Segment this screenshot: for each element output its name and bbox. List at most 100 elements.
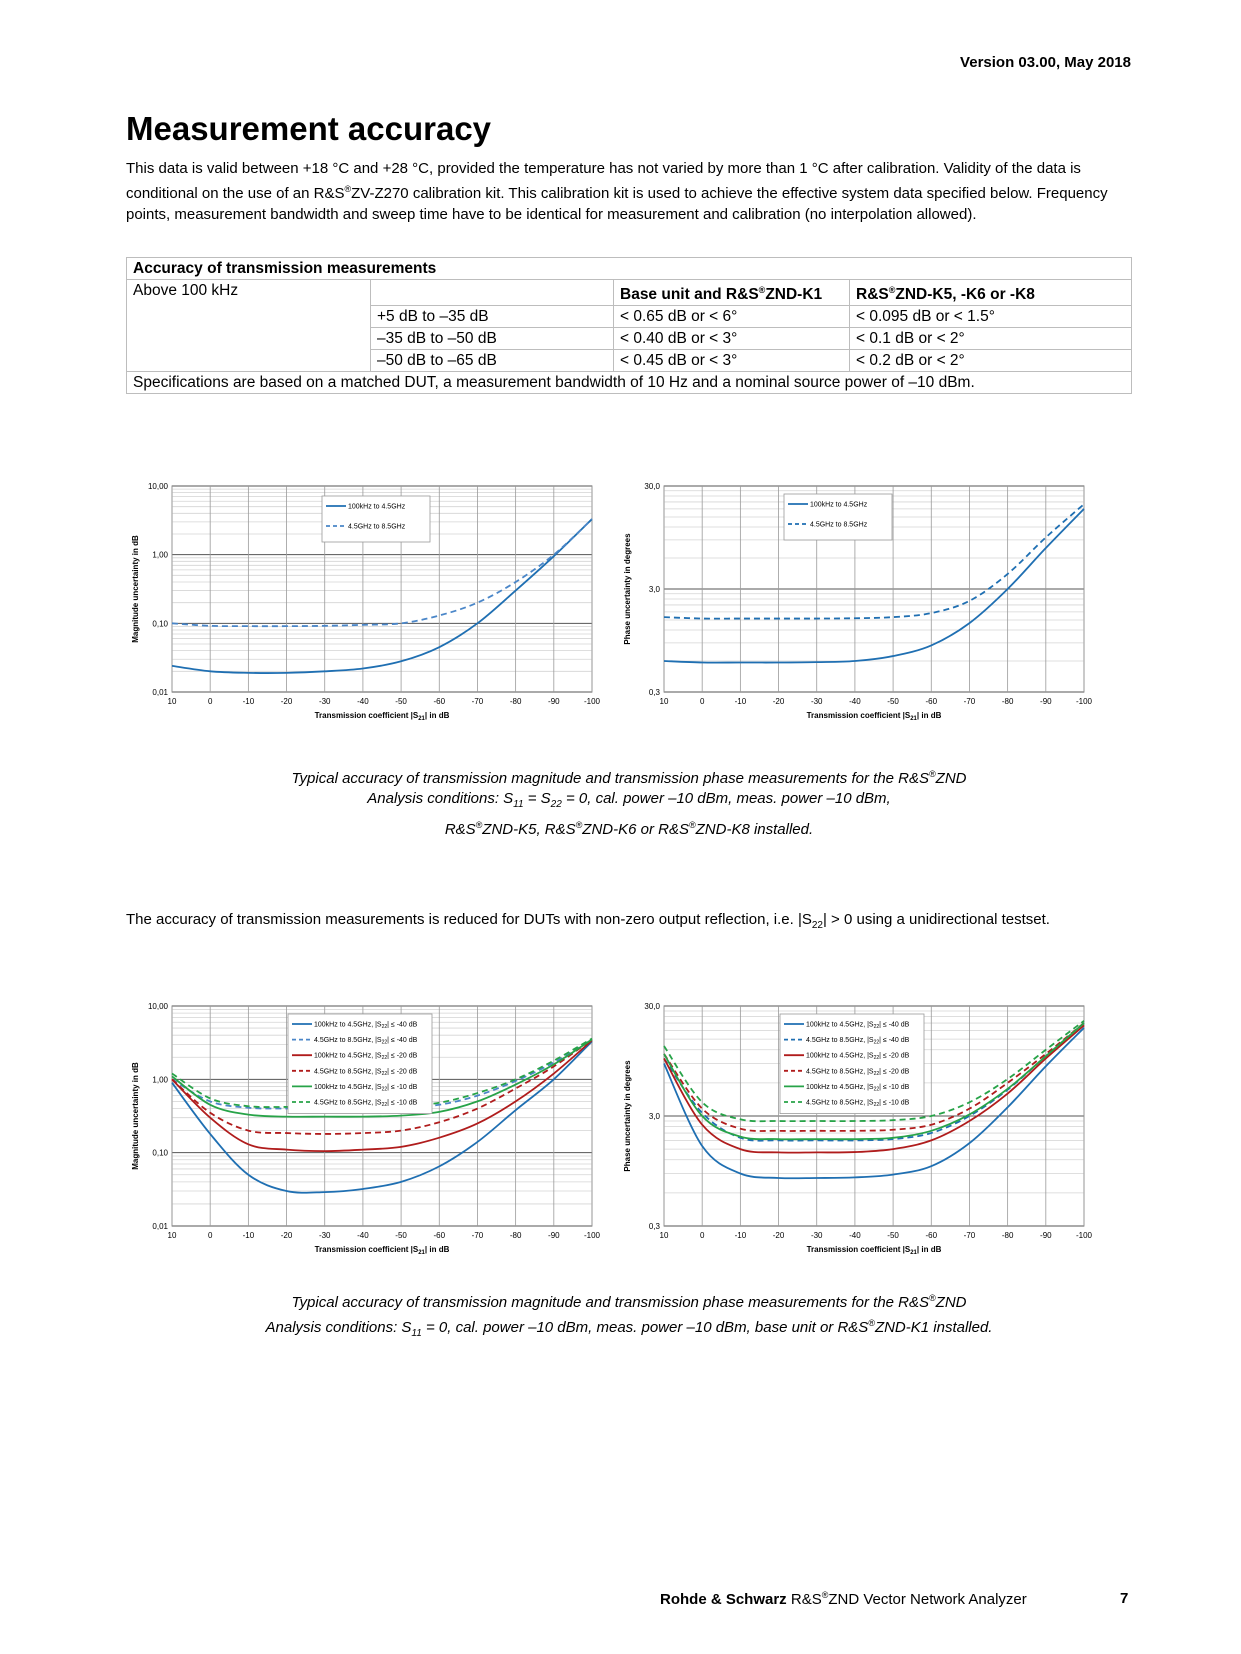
table-col-header: Base unit and R&S®ZND-K1 — [613, 278, 850, 307]
x-tick-label: -100 — [1076, 1231, 1093, 1240]
caption-2: Typical accuracy of transmission magnitu… — [265, 1293, 993, 1339]
table-cell — [370, 278, 614, 307]
x-axis-label: Transmission coefficient |S21| in dB — [807, 711, 942, 722]
y-tick-label: 0,10 — [152, 1149, 168, 1158]
x-tick-label: 0 — [700, 1231, 705, 1240]
series-line — [663, 1020, 1085, 1123]
x-tick-label: -10 — [735, 697, 747, 706]
table-cell: < 0.095 dB or < 1.5° — [849, 305, 1132, 329]
y-axis-label: Magnitude uncertainty in dB — [131, 1062, 140, 1170]
legend-label: 4.5GHz to 8.5GHz, |S22| ≤ -40 dB — [314, 1037, 418, 1046]
x-axis-label: Transmission coefficient |S21| in dB — [315, 1245, 450, 1256]
x-tick-label: 0 — [208, 697, 213, 706]
x-tick-label: -80 — [1002, 697, 1014, 706]
x-tick-label: -60 — [925, 1231, 937, 1240]
x-tick-label: 10 — [660, 1231, 669, 1240]
version-label: Version 03.00, May 2018 — [960, 54, 1131, 71]
legend-label: 100kHz to 4.5GHz — [348, 504, 406, 511]
table-col-header: R&S®ZND-K5, -K6 or -K8 — [849, 278, 1132, 307]
legend-label: 4.5GHz to 8.5GHz, |S22| ≤ -20 dB — [314, 1068, 418, 1077]
legend-label: 4.5GHz to 8.5GHz — [348, 524, 406, 531]
x-tick-label: -80 — [510, 1231, 522, 1240]
legend-label: 100kHz to 4.5GHz, |S22| ≤ -10 dB — [314, 1084, 418, 1093]
x-tick-label: -50 — [395, 697, 407, 706]
series-line — [663, 508, 1085, 664]
legend-box — [783, 493, 893, 541]
series-line — [663, 1022, 1085, 1141]
x-tick-label: -90 — [548, 1231, 560, 1240]
gridlines — [171, 485, 593, 693]
series-line — [171, 518, 593, 674]
series-lines — [663, 1020, 1085, 1180]
y-tick-label: 30,0 — [644, 1002, 660, 1011]
x-tick-label: -60 — [925, 697, 937, 706]
intro-paragraph: This data is valid between +18 °C and +2… — [126, 160, 1108, 223]
x-axis-label: Transmission coefficient |S21| in dB — [315, 711, 450, 722]
legend: 100kHz to 4.5GHz 4.5GHz to 8.5GHz — [321, 495, 431, 543]
table-cell: +5 dB to –35 dB — [370, 305, 614, 329]
series-line — [171, 518, 593, 628]
page-title: Measurement accuracy — [126, 110, 492, 147]
x-tick-label: -50 — [395, 1231, 407, 1240]
legend-box — [779, 1013, 925, 1114]
series-line — [171, 1037, 593, 1108]
gridlines — [171, 1005, 593, 1227]
y-axis-label: Phase uncertainty in degrees — [623, 533, 632, 645]
legend-label: 100kHz to 4.5GHz — [810, 502, 868, 509]
table-note: Specifications are based on a matched DU… — [126, 371, 1132, 395]
legend-label: 4.5GHz to 8.5GHz, |S22| ≤ -10 dB — [314, 1100, 418, 1109]
x-tick-label: -50 — [887, 697, 899, 706]
x-tick-label: -30 — [319, 697, 331, 706]
x-tick-label: -10 — [243, 697, 255, 706]
x-tick-label: -80 — [510, 697, 522, 706]
phase-chart-1: 30,0 3,0 0,310 0 -10 -20 -30 -40 -50 -60 -70 -80 -90… — [623, 482, 1093, 722]
x-tick-label: -20 — [773, 1231, 785, 1240]
y-tick-label: 0,3 — [649, 1222, 661, 1231]
x-tick-label: 0 — [208, 1231, 213, 1240]
x-tick-label: -10 — [243, 1231, 255, 1240]
table-cell: < 0.1 dB or < 2° — [849, 327, 1132, 351]
legend-label: 100kHz to 4.5GHz, |S22| ≤ -40 dB — [314, 1022, 418, 1031]
accuracy-table: Accuracy of transmission measurements Ab… — [126, 257, 1132, 395]
x-tick-label: -30 — [811, 697, 823, 706]
x-tick-label: -70 — [472, 697, 484, 706]
caption-1: Typical accuracy of transmission magnitu… — [291, 769, 967, 838]
legend-label: 4.5GHz to 8.5GHz, |S22| ≤ -10 dB — [806, 1100, 910, 1109]
page-number: 7 — [1120, 1590, 1129, 1607]
legend-label: 100kHz to 4.5GHz, |S22| ≤ -40 dB — [806, 1022, 910, 1031]
legend-label: 4.5GHz to 8.5GHz, |S22| ≤ -40 dB — [806, 1037, 910, 1046]
x-tick-label: -20 — [281, 1231, 293, 1240]
y-tick-label: 0,01 — [152, 1222, 168, 1231]
y-tick-label: 30,0 — [644, 482, 660, 491]
x-tick-label: -40 — [357, 697, 369, 706]
table-cell: < 0.65 dB or < 6° — [613, 305, 850, 329]
legend-label: 100kHz to 4.5GHz, |S22| ≤ -10 dB — [806, 1084, 910, 1093]
x-tick-label: -100 — [584, 1231, 601, 1240]
x-tick-label: -50 — [887, 1231, 899, 1240]
legend: 100kHz to 4.5GHz, |S22| ≤ -40 dB 4.5GHz t… — [779, 1013, 925, 1114]
y-tick-label: 1,00 — [152, 551, 168, 560]
legend-label: 100kHz to 4.5GHz, |S22| ≤ -20 dB — [806, 1053, 910, 1062]
table-cell: < 0.40 dB or < 3° — [613, 327, 850, 351]
y-tick-label: 0,01 — [152, 688, 168, 697]
x-tick-label: -30 — [319, 1231, 331, 1240]
table-cell: –50 dB to –65 dB — [370, 349, 614, 373]
x-tick-label: -10 — [735, 1231, 747, 1240]
y-axis-label: Magnitude uncertainty in dB — [131, 535, 140, 643]
series-line — [171, 1038, 593, 1118]
y-tick-label: 3,0 — [649, 585, 661, 594]
paragraph-2: The accuracy of transmission measurement… — [126, 911, 1050, 931]
series-line — [663, 1027, 1085, 1180]
x-tick-label: -60 — [433, 697, 445, 706]
y-tick-label: 0,10 — [152, 619, 168, 628]
legend-label: 4.5GHz to 8.5GHz, |S22| ≤ -20 dB — [806, 1068, 910, 1077]
x-tick-label: -40 — [849, 1231, 861, 1240]
legend: 100kHz to 4.5GHz 4.5GHz to 8.5GHz — [783, 493, 893, 541]
x-tick-label: -60 — [433, 1231, 445, 1240]
x-tick-label: -20 — [773, 697, 785, 706]
y-axis-label: Phase uncertainty in degrees — [623, 1060, 632, 1172]
y-tick-label: 10,00 — [148, 1002, 169, 1011]
phase-chart-2: 30,0 3,0 0,310 0 -10 -20 -30 -40 -50 -60 -70 -80 -90… — [623, 1002, 1093, 1256]
series-lines — [171, 518, 593, 674]
